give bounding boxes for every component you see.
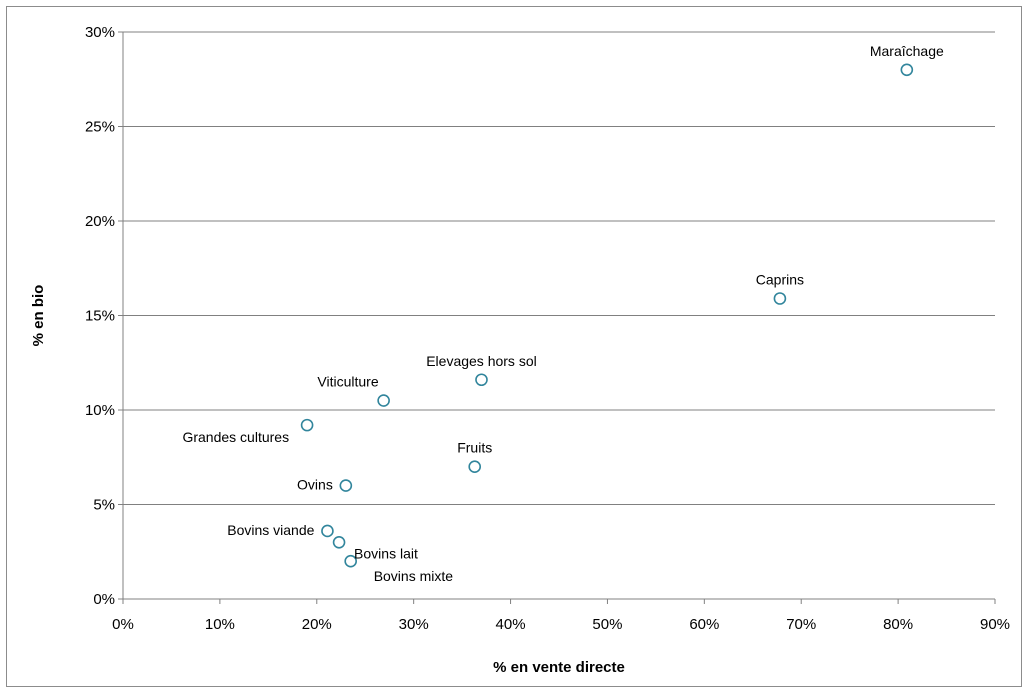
data-point [900,63,914,77]
x-axis-title: % en vente directe [493,659,625,676]
data-label: Fruits [457,440,492,456]
data-point [475,373,488,387]
data-points [300,63,914,568]
scatter-chart: 0% 5% 10% 15% 20% 25% 30% 0% 10% 20% 30% 40% 50% 60% 7… [30,24,1010,676]
x-tick-label: 80% [883,616,913,633]
gridlines [123,31,995,505]
y-tick-label: 20% [85,213,115,230]
x-tick-label: 30% [399,616,429,633]
data-point [339,479,353,492]
data-label: Bovins mixte [374,568,454,584]
x-tick-label: 20% [302,616,332,633]
y-tick-label: 15% [85,308,115,325]
data-label: Grandes cultures [182,429,289,445]
y-axis-title: % en bio [30,285,47,347]
x-tick-label: 50% [592,616,622,633]
tick-labels: 0% 5% 10% 15% 20% 25% 30% 0% 10% 20% 30% 40% 50% 60% 7… [85,24,1010,633]
data-point [344,554,357,568]
data-point [468,460,482,474]
data-label: Bovins viande [227,522,314,538]
data-point [300,418,314,432]
chart-frame: 0% 5% 10% 15% 20% 25% 30% 0% 10% 20% 30% 40% 50% 60% 7… [6,6,1022,687]
x-tick-label: 10% [205,616,235,633]
x-tick-label: 40% [496,616,526,633]
y-tick-label: 0% [93,591,115,608]
y-tick-label: 25% [85,119,115,136]
data-label: Caprins [756,271,804,287]
data-label: Maraîchage [870,43,944,59]
y-tick-label: 5% [93,497,115,514]
data-point [321,524,334,538]
x-tick-label: 90% [980,616,1010,633]
data-label: Elevages hors sol [426,353,537,369]
y-tick-label: 30% [85,24,115,41]
data-point [332,535,346,549]
x-tick-label: 0% [112,616,134,633]
y-tick-label: 10% [85,402,115,419]
x-tick-label: 70% [786,616,816,633]
point-labels: Maraîchage Caprins Elevages hors sol Viticu… [182,43,944,584]
data-label: Ovins [297,477,333,493]
data-label: Viticulture [317,374,378,390]
data-label: Bovins lait [354,545,418,561]
x-tick-label: 60% [689,616,719,633]
data-point [773,292,787,305]
data-point [377,394,390,407]
axes [118,31,996,604]
